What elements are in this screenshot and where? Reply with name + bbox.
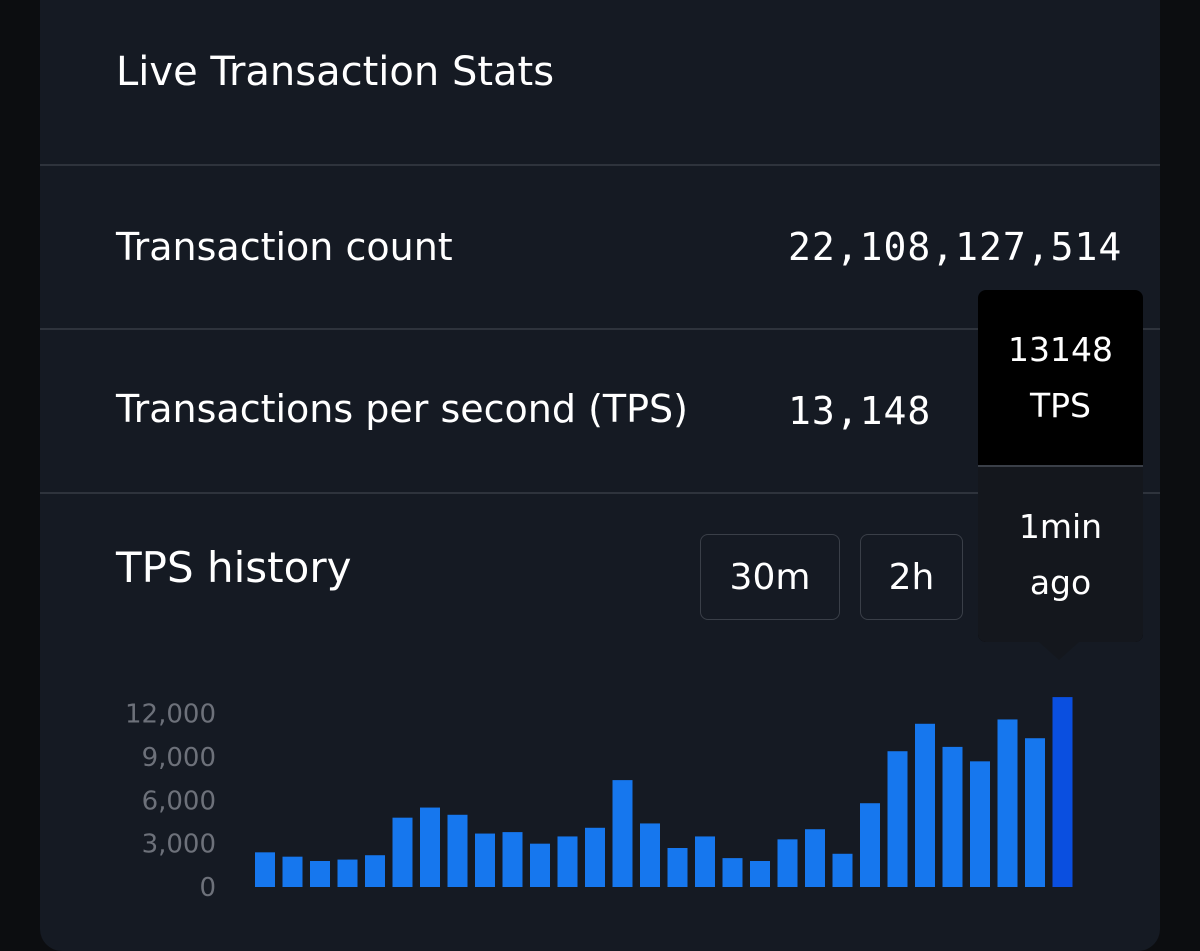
divider	[40, 492, 1160, 494]
chart-bar[interactable]	[475, 833, 495, 887]
chart-bar[interactable]	[860, 803, 880, 887]
tooltip-time: 1min	[1018, 506, 1103, 546]
chart-bar[interactable]	[585, 827, 605, 887]
chart-bar[interactable]	[420, 807, 440, 887]
chart-bar[interactable]	[970, 761, 990, 887]
bar-tooltip: 13148 TPS 1min ago	[978, 290, 1143, 660]
y-axis: 0 3,000 6,000 9,000 12,000	[125, 700, 216, 903]
chart-bar[interactable]	[695, 836, 715, 887]
tooltip-pointer	[1039, 642, 1079, 660]
chart-bar[interactable]	[832, 853, 853, 887]
chart-bar[interactable]	[530, 843, 550, 887]
chart-bar[interactable]	[255, 852, 275, 887]
chart-bar[interactable]	[640, 823, 660, 887]
divider	[40, 164, 1160, 166]
tps-history-chart: 0 3,000 6,000 9,000 12,000	[125, 697, 1073, 903]
chart-bar[interactable]	[337, 859, 358, 887]
chart-bar[interactable]	[915, 723, 935, 887]
chart-bar[interactable]	[997, 719, 1018, 887]
chart-bar[interactable]	[612, 780, 633, 887]
tps-history-title: TPS history	[116, 543, 352, 592]
y-tick-label: 6,000	[142, 786, 216, 816]
chart-bar[interactable]	[887, 751, 908, 887]
chart-bar[interactable]	[557, 836, 578, 887]
transaction-count-label: Transaction count	[116, 225, 453, 269]
y-tick-label: 9,000	[142, 743, 216, 773]
y-tick-label: 3,000	[142, 830, 216, 860]
chart-bar[interactable]	[502, 832, 523, 887]
transaction-count-value: 22,108,127,514	[788, 225, 1123, 269]
tps-label: Transactions per second (TPS)	[116, 387, 688, 431]
chart-bar[interactable]	[392, 817, 413, 887]
chart-bar[interactable]	[805, 829, 825, 887]
tooltip-value: 13148	[1008, 329, 1113, 369]
tooltip-time-section: 1min ago	[978, 467, 1143, 642]
tps-value: 13,148	[788, 389, 932, 433]
chart-bar[interactable]	[365, 855, 385, 887]
range-30m-button[interactable]: 30m	[700, 534, 840, 620]
range-2h-button[interactable]: 2h	[860, 534, 963, 620]
chart-bar[interactable]	[722, 858, 743, 887]
chart-bar[interactable]	[310, 861, 330, 887]
tooltip-unit: TPS	[1029, 385, 1091, 425]
y-tick-label: 12,000	[125, 700, 216, 730]
chart-bar[interactable]	[942, 746, 963, 887]
bar-series	[255, 697, 1073, 887]
live-transaction-stats-card: Live Transaction Stats Transaction count…	[40, 0, 1160, 951]
chart-bar[interactable]	[667, 848, 688, 887]
chart-bar[interactable]	[1025, 738, 1045, 887]
tooltip-time-suffix: ago	[1029, 562, 1092, 602]
chart-bar[interactable]	[777, 839, 798, 887]
chart-bar[interactable]	[750, 861, 770, 887]
chart-bar[interactable]	[282, 856, 303, 887]
tooltip-value-section: 13148 TPS	[978, 290, 1143, 465]
divider	[40, 328, 1160, 330]
chart-bar[interactable]	[447, 814, 468, 887]
y-tick-label: 0	[199, 873, 216, 903]
tooltip-divider	[978, 465, 1143, 467]
chart-bar[interactable]	[1052, 697, 1073, 887]
card-title: Live Transaction Stats	[116, 49, 555, 95]
